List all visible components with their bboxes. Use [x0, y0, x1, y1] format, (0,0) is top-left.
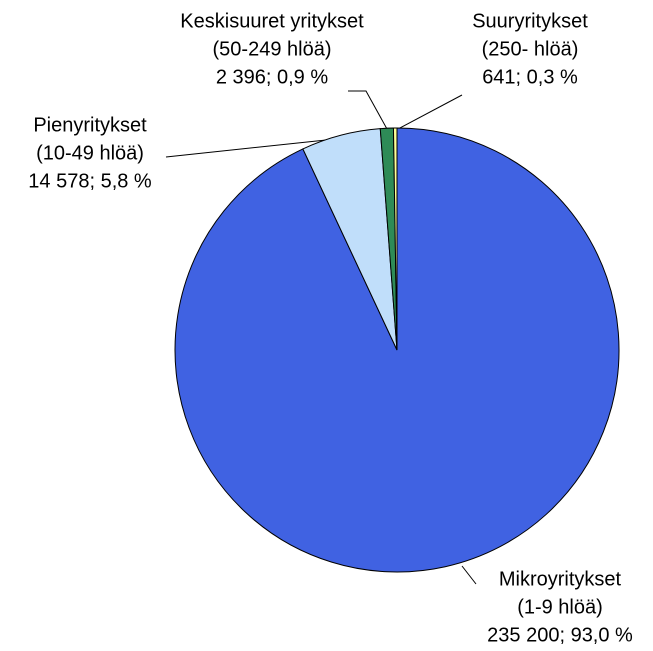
- slice-size: (50-249 hlöä): [213, 38, 332, 60]
- slice-size: (10-49 hlöä): [36, 142, 144, 164]
- pie-slice: [392, 127, 398, 351]
- leader-line: [165, 137, 346, 158]
- slice-label: Pienyritykset: [33, 114, 147, 136]
- leader-line: [348, 90, 388, 130]
- value-label: 235 200; 93,0 %: [487, 624, 633, 646]
- slice-label: Keskisuuret yritykset: [180, 10, 364, 32]
- slice-size: (250- hlöä): [482, 38, 579, 60]
- leader-line: [461, 565, 477, 585]
- value-label: 2 396; 0,9 %: [216, 66, 329, 88]
- slice-label: Mikroyritykset: [499, 568, 622, 590]
- slice-size: (1-9 hlöä): [517, 596, 603, 618]
- slice-label: Suuryritykset: [472, 10, 588, 32]
- value-label: 14 578; 5,8 %: [28, 170, 152, 192]
- value-label: 641; 0,3 %: [482, 66, 578, 88]
- leader-line: [397, 94, 463, 130]
